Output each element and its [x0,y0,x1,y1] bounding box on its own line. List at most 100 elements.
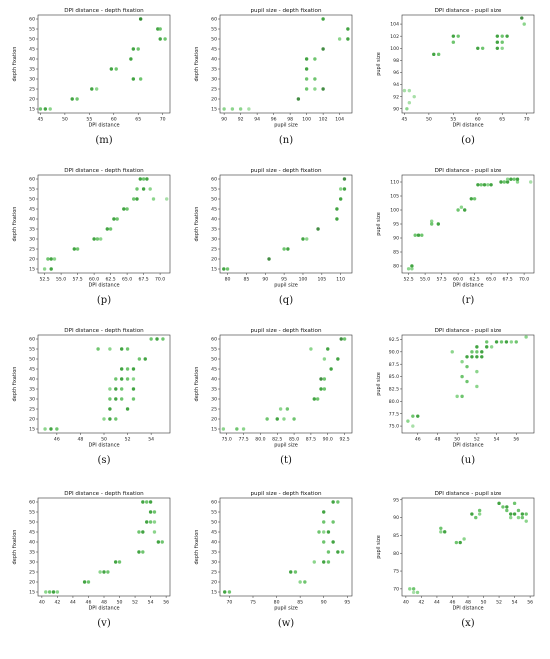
y-tick-label: 60 [211,17,217,23]
data-point [346,37,350,41]
y-tick-label: 20 [29,417,35,423]
data-point [55,590,60,594]
x-tick-label: 65.0 [122,277,132,283]
y-tick-label: 20 [211,417,217,423]
data-point [289,570,293,574]
data-point [222,107,226,111]
data-point [119,377,124,381]
data-point [55,427,59,431]
y-tick-label: 45 [29,207,35,213]
data-point [125,407,130,411]
chart-title: DPI distance - pupil size [435,168,502,174]
y-tick-label: 85 [393,250,399,256]
y-tick-label: 30 [211,77,217,83]
data-point [137,530,141,534]
x-tick-label: 87.5 [306,437,316,443]
x-axis-label: DPI distance [88,606,119,612]
y-tick-label: 55 [29,187,35,193]
data-point [161,337,165,341]
x-axis-label: pupil size [274,123,298,129]
scatter-chart: pupil size - depth fixation 80 85 90 95 100 10… [194,168,353,289]
data-point [326,530,331,534]
y-tick-label: 25 [211,87,217,93]
y-tick-label: 15 [211,267,217,273]
data-point [304,57,309,61]
data-point [439,530,443,534]
data-point [223,590,227,594]
data-point [509,512,513,516]
data-point [322,540,326,544]
data-point [411,590,416,595]
data-point [499,180,503,184]
data-point [115,217,119,221]
y-tick-label: 92 [393,94,399,100]
data-point [75,97,79,101]
y-tick-label: 82.5 [389,387,399,393]
data-point [52,257,57,261]
scatter-chart: DPI distance - pupil size 45 50 55 60 65 70 90 9… [376,8,535,129]
chart-title: DPI distance - depth fixation [64,491,144,497]
data-point [322,510,326,514]
data-point [49,267,53,271]
y-tick-label: 100 [390,46,399,52]
x-tick-label: 60 [111,117,117,123]
data-point [416,414,420,418]
data-point [315,397,320,401]
y-tick-label: 50 [211,197,217,203]
y-tick-label: 105 [390,194,399,200]
data-point [411,587,416,591]
x-tick-label: 62.5 [469,277,479,283]
y-tick-label: 20 [211,257,217,263]
x-tick-label: 54 [148,437,154,443]
y-tick-label: 90 [393,515,399,521]
y-tick-label: 40 [29,57,35,63]
data-point [137,357,142,361]
plot-area [37,497,171,597]
data-point [303,580,307,584]
data-point [524,512,528,516]
data-point [296,97,301,101]
y-tick-label: 98 [393,58,399,64]
data-point [475,369,479,374]
data-point [125,207,129,211]
data-point [135,197,139,201]
data-point [500,40,504,44]
y-axis-label: pupil size [376,535,382,559]
x-axis-label: pupil size [274,443,298,449]
data-point [151,197,156,201]
data-point [408,587,412,591]
plot-area [219,497,353,597]
data-point [522,22,526,26]
data-point [443,530,447,534]
x-tick-label: 65.0 [486,277,496,283]
data-point [402,88,407,93]
y-tick-label: 20 [29,257,35,263]
data-point [432,52,436,57]
plot-area [401,334,535,434]
data-point [326,560,331,564]
data-point [138,77,143,81]
data-point [99,237,103,241]
x-tick-label: 80 [225,277,231,283]
x-tick-label: 55 [450,117,456,123]
x-tick-label: 70 [524,117,530,123]
data-point [470,355,474,359]
plot-area [219,334,353,434]
data-point [241,427,246,431]
data-point [499,340,504,344]
scatter-chart: DPI distance - depth fixation 45 50 55 60 65 7… [12,8,171,129]
data-point [504,340,509,344]
data-point [131,77,136,81]
data-point [148,500,153,504]
y-tick-label: 40 [211,377,217,383]
data-point [463,208,467,212]
data-point [131,377,136,381]
y-tick-label: 15 [211,427,217,433]
y-tick-label: 75 [393,569,399,575]
x-tick-label: 52 [474,437,480,443]
data-point [75,247,80,251]
data-point [322,377,327,381]
x-axis-label: DPI distance [452,283,483,289]
data-point [489,183,493,187]
x-tick-label: 56 [163,600,169,606]
